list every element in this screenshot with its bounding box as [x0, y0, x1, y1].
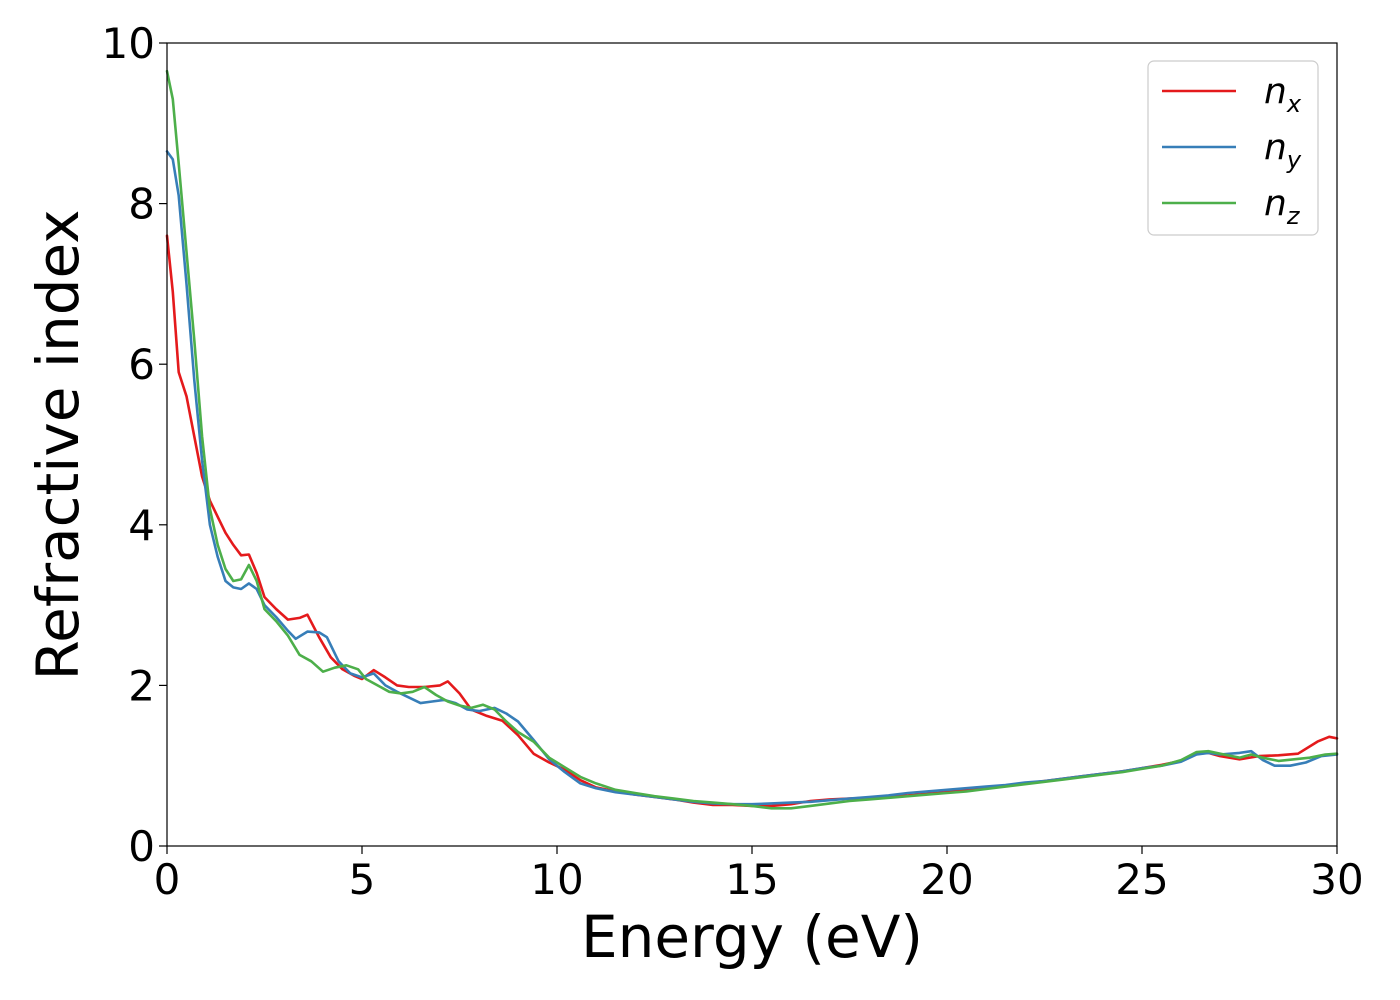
x-axis-label: Energy (eV) [581, 903, 923, 971]
legend-label-subscript: x [1286, 90, 1302, 118]
y-axis-label: Refractive index [24, 209, 92, 680]
y-axis: 0 2 4 6 8 10 [102, 19, 167, 871]
x-tick-label: 5 [349, 855, 376, 904]
legend-label-n-z: nz [1264, 183, 1301, 230]
legend-label-main: n [1264, 71, 1287, 112]
y-tick-label: 6 [128, 340, 155, 389]
legend-label-subscript: y [1286, 146, 1302, 174]
y-tick-label: 10 [102, 19, 155, 68]
y-tick-label: 8 [128, 180, 155, 229]
x-tick-label: 15 [725, 855, 778, 904]
x-tick-label: 0 [154, 855, 181, 904]
y-tick-label: 4 [128, 501, 155, 550]
x-tick-label: 10 [530, 855, 583, 904]
legend-label-n-x: nx [1264, 71, 1302, 118]
x-axis: 0 5 10 15 20 25 30 [154, 846, 1364, 904]
legend-label-n-y: ny [1264, 127, 1302, 174]
legend-label-subscript: z [1286, 202, 1301, 230]
legend-label-main: n [1264, 127, 1287, 168]
x-tick-label: 20 [920, 855, 973, 904]
series-layer [165, 69, 1339, 810]
y-tick-label: 2 [128, 661, 155, 710]
y-tick-label: 0 [128, 822, 155, 871]
x-tick-label: 30 [1310, 855, 1363, 904]
legend-label-main: n [1264, 183, 1287, 224]
x-tick-label: 25 [1115, 855, 1168, 904]
series-line-n-z [165, 69, 1339, 810]
